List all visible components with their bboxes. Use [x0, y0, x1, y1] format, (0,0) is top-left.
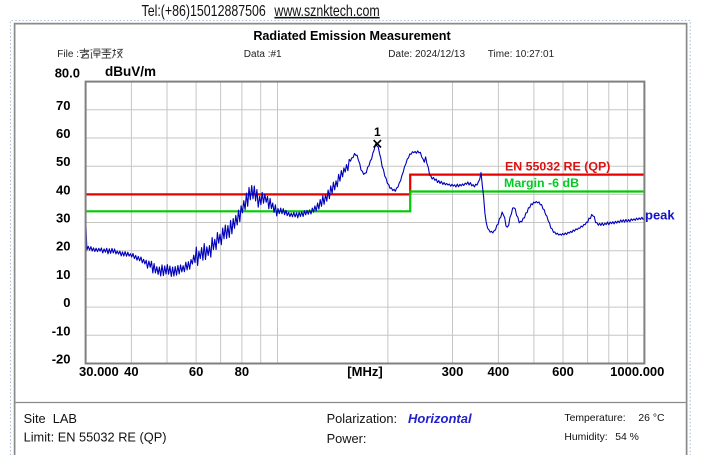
svg-text:-10: -10	[52, 323, 71, 338]
svg-text:20: 20	[56, 239, 70, 254]
svg-text:300: 300	[442, 364, 464, 379]
svg-text:30: 30	[56, 211, 70, 226]
svg-text:peak: peak	[645, 208, 675, 223]
svg-text:80.0: 80.0	[55, 65, 80, 80]
svg-text:www.sznktech.com: www.sznktech.com	[273, 1, 379, 19]
svg-text:Radiated Emission Measurement: Radiated Emission Measurement	[253, 29, 451, 43]
svg-text:Margin -6 dB: Margin -6 dB	[504, 176, 579, 190]
svg-text:EN 55032 RE (QP): EN 55032 RE (QP)	[505, 159, 610, 173]
svg-text:Humidity:: Humidity:	[564, 432, 607, 443]
svg-text:1000.000: 1000.000	[610, 364, 664, 379]
svg-text:Data :#1: Data :#1	[244, 49, 282, 60]
svg-text:File :: File :	[57, 49, 79, 60]
svg-text:Tel:(+86)15012887506: Tel:(+86)15012887506	[142, 1, 266, 19]
svg-text:Date: 2024/12/13: Date: 2024/12/13	[388, 49, 465, 60]
svg-text:Polarization:: Polarization:	[327, 411, 397, 426]
svg-text:[MHz]: [MHz]	[347, 364, 382, 379]
svg-text:70: 70	[56, 98, 70, 113]
svg-text:Horizontal: Horizontal	[408, 411, 472, 426]
svg-text:Limit: EN 55032 RE (QP): Limit: EN 55032 RE (QP)	[24, 430, 167, 445]
svg-text:-20: -20	[52, 352, 71, 367]
svg-text:50: 50	[56, 154, 70, 169]
svg-text:40: 40	[124, 364, 138, 379]
svg-text:Power:: Power:	[327, 431, 367, 446]
svg-text:dBuV/m: dBuV/m	[105, 64, 156, 79]
svg-text:10: 10	[56, 267, 70, 282]
svg-text:60: 60	[189, 364, 203, 379]
svg-text:60: 60	[56, 126, 70, 141]
svg-text:40: 40	[56, 182, 70, 197]
svg-text:Time: 10:27:01: Time: 10:27:01	[488, 49, 555, 60]
svg-text:400: 400	[488, 364, 510, 379]
svg-text:1: 1	[374, 125, 381, 139]
svg-text:Temperature:: Temperature:	[564, 413, 625, 424]
svg-text:600: 600	[552, 364, 574, 379]
svg-text:30.000: 30.000	[79, 364, 119, 379]
svg-text:80: 80	[235, 364, 249, 379]
svg-text:0: 0	[63, 295, 70, 310]
svg-text:54 %: 54 %	[615, 432, 639, 443]
svg-text:Site LAB: Site LAB	[24, 411, 77, 426]
svg-text:26 °C: 26 °C	[638, 413, 665, 424]
